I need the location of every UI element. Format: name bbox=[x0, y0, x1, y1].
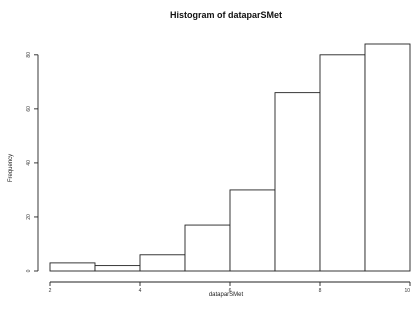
y-tick-label-1: 20 bbox=[26, 214, 32, 220]
y-axis-label: Frequency bbox=[8, 154, 14, 182]
x-tick-label-4: 10 bbox=[404, 288, 410, 294]
histogram-bar-1 bbox=[94, 265, 141, 272]
histogram-bar-4 bbox=[229, 189, 276, 272]
histogram-bar-3 bbox=[184, 224, 231, 272]
y-tick-label-0: 0 bbox=[26, 269, 32, 272]
x-tick-label-0: 2 bbox=[49, 288, 52, 294]
x-tick-label-2: 6 bbox=[229, 288, 232, 294]
y-axis: 0 20 40 60 80 bbox=[26, 52, 39, 272]
histogram-bar-5 bbox=[274, 92, 321, 272]
histogram-bar-7 bbox=[364, 43, 411, 272]
histogram-bar-6 bbox=[319, 54, 366, 272]
y-tick-label-4: 80 bbox=[26, 52, 32, 58]
x-tick-label-1: 4 bbox=[139, 288, 142, 294]
x-axis-label: dataparSMet bbox=[209, 292, 244, 298]
chart-title: Histogram of dataparSMet bbox=[170, 10, 282, 20]
x-tick-label-3: 8 bbox=[319, 288, 322, 294]
histogram-bar-0 bbox=[49, 262, 96, 272]
y-tick-label-2: 40 bbox=[26, 160, 32, 166]
y-tick-label-3: 60 bbox=[26, 106, 32, 112]
bars-group bbox=[49, 43, 411, 272]
histogram-bar-2 bbox=[139, 254, 186, 272]
x-axis: 2 4 6 8 10 bbox=[49, 281, 411, 294]
